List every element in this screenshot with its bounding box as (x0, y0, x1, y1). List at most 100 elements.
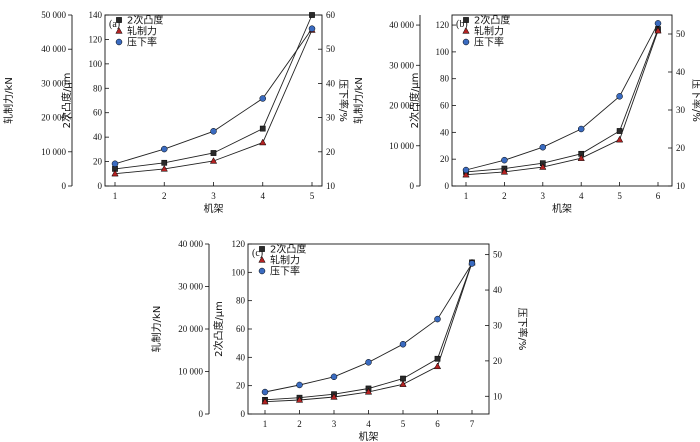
data-point-circle (161, 145, 168, 153)
data-point-square (161, 159, 168, 166)
outer-y-axis-label: 轧制力/kN (2, 77, 15, 124)
data-point-circle (501, 156, 508, 164)
legend-label: 压下率 (474, 36, 504, 49)
data-point-triangle (399, 380, 407, 387)
data-point-circle (259, 95, 266, 102)
outer-y-tick-label: 20 000 (389, 101, 414, 111)
outer-y-tick-label: 50 000 (41, 10, 66, 20)
inner-y-tick-label: 40 (93, 132, 103, 142)
outer-y-tick-label: 20 000 (178, 324, 203, 334)
inner-y-tick-label: 60 (93, 108, 103, 118)
data-point-triangle (111, 169, 119, 177)
data-point-triangle (295, 396, 304, 403)
legend-marker-circle (462, 38, 470, 46)
series-line-circle (114, 28, 313, 165)
inner-y-tick-label: 60 (440, 101, 450, 111)
data-point-triangle (615, 135, 624, 143)
data-point-circle (330, 373, 338, 381)
data-point-square (616, 128, 623, 134)
legend-marker-triangle (258, 256, 266, 263)
x-tick-label: 4 (261, 191, 266, 201)
legend-label: 压下率 (270, 265, 300, 278)
right-y-tick-label: 20 (493, 356, 503, 366)
data-point-triangle (209, 157, 218, 164)
data-point-circle (261, 388, 269, 396)
data-point-circle (399, 340, 407, 348)
outer-y-axis-label: 轧制力/kN (352, 77, 365, 124)
data-point-triangle (654, 26, 662, 34)
panel-label: (c) (252, 248, 263, 259)
inner-y-tick-label: 100 (436, 47, 450, 57)
data-point-circle (210, 128, 217, 135)
x-tick-label: 6 (435, 419, 440, 429)
outer-y-tick-label: 10 000 (389, 141, 414, 151)
right-y-tick-label: 30 (676, 105, 686, 115)
data-point-triangle (261, 397, 269, 405)
legend-label: 轧制力 (127, 25, 157, 38)
outer-y-axis-label: 轧制力/kN (150, 306, 163, 353)
data-point-triangle (462, 170, 470, 178)
right-y-tick-label: 30 (493, 320, 503, 330)
inner-y-axis-label: 2次凸度/μm (408, 73, 421, 129)
data-point-square (259, 125, 266, 132)
inner-y-tick-label: 80 (236, 296, 246, 306)
chart-panel-2: 0 10 000 20 000 30 000 40 000 轧制力/kN 0 20 40 60 80… (352, 14, 700, 216)
series-line-square (264, 262, 473, 401)
legend-label: 2次凸度 (474, 14, 510, 27)
data-point-circle (577, 125, 585, 133)
legend-marker-circle (115, 38, 123, 46)
outer-y-tick-label: 40 000 (389, 20, 414, 30)
inner-y-axis-label: 2次凸度/μm (60, 73, 73, 129)
data-point-triangle (330, 393, 338, 400)
inner-y-tick-label: 120 (89, 34, 103, 44)
right-y-tick-label: 40 (493, 285, 503, 295)
x-tick-label: 3 (541, 191, 546, 201)
x-tick-label: 3 (332, 419, 337, 429)
data-point-circle (616, 93, 623, 100)
data-point-square (210, 150, 217, 156)
data-point-circle (462, 166, 470, 174)
x-tick-label: 2 (297, 419, 302, 429)
data-point-triangle (433, 362, 442, 370)
panel-label: (a) (109, 19, 120, 30)
chart-panel-1: 0 10 000 20 000 30 000 40 000 50 000 轧制力/kN 0 20… (2, 10, 350, 215)
x-tick-label: 3 (211, 191, 216, 201)
outer-y-tick-label: 0 (199, 409, 204, 419)
right-y-tick-label: 20 (326, 147, 336, 157)
series-line-circle (264, 263, 473, 393)
x-tick-label: 4 (579, 191, 584, 201)
right-y-tick-label: 50 (676, 29, 686, 39)
data-point-triangle (577, 154, 585, 161)
x-tick-label: 2 (502, 191, 507, 201)
inner-y-tick-label: 60 (236, 324, 246, 334)
inner-y-axis-label: 2次凸度/μm (212, 301, 225, 357)
inner-y-tick-label: 100 (89, 59, 103, 69)
right-y-tick-label: 50 (493, 250, 503, 260)
inner-y-tick-label: 120 (232, 239, 246, 249)
inner-y-tick-label: 80 (440, 74, 450, 84)
x-tick-label: 7 (470, 419, 475, 429)
x-tick-label: 5 (310, 191, 315, 201)
outer-y-tick-label: 30 000 (389, 60, 414, 70)
series-line-triangle (264, 262, 473, 403)
x-tick-label: 5 (617, 191, 622, 201)
right-y-tick-label: 20 (676, 143, 686, 153)
x-axis-label: 机架 (359, 430, 379, 442)
legend-marker-square (259, 246, 265, 252)
data-point-circle (296, 381, 303, 389)
outer-y-tick-label: 40 000 (41, 44, 66, 54)
data-point-circle (654, 20, 662, 27)
data-point-circle (539, 143, 547, 151)
x-tick-label: 1 (263, 419, 268, 429)
outer-y-tick-label: 30 000 (41, 78, 66, 88)
data-point-circle (468, 260, 476, 267)
inner-y-tick-label: 0 (241, 409, 246, 419)
data-point-triangle (364, 387, 373, 395)
inner-y-tick-label: 40 (236, 352, 246, 362)
outer-y-tick-label: 20 000 (41, 113, 66, 123)
inner-y-tick-label: 20 (440, 154, 450, 164)
x-tick-label: 6 (656, 191, 661, 201)
outer-y-tick-label: 40 000 (178, 239, 203, 249)
data-point-circle (308, 25, 316, 32)
